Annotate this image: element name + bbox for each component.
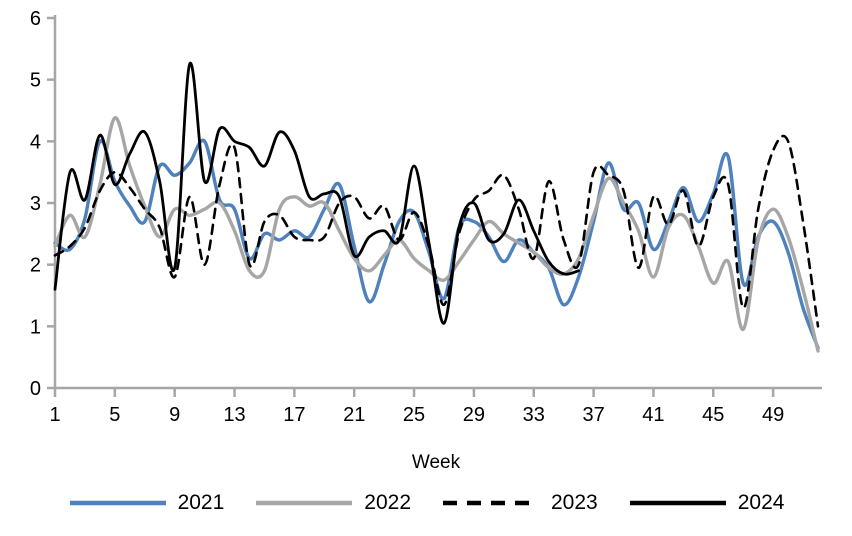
x-tick-label: 13 [223, 404, 245, 426]
x-tick-label: 33 [523, 404, 545, 426]
x-tick-label: 37 [582, 404, 604, 426]
legend-label-2024: 2024 [737, 491, 785, 514]
y-tick-label: 3 [30, 193, 41, 215]
y-tick-label: 4 [30, 131, 41, 153]
x-tick-label: 5 [109, 404, 120, 426]
legend-swatch-2021 [69, 500, 166, 505]
y-tick-label: 2 [30, 255, 41, 277]
legend-swatch-2022 [256, 500, 353, 505]
y-tick-label: 5 [30, 70, 41, 92]
legend-item-2024: 2024 [628, 491, 785, 514]
y-tick-label: 1 [30, 316, 41, 338]
x-tick-label: 29 [463, 404, 485, 426]
series-line-2024 [53, 61, 580, 325]
legend-label-2023: 2023 [551, 491, 598, 514]
legend-swatch-2023 [443, 500, 539, 505]
legend-item-2021: 2021 [68, 491, 225, 514]
x-tick-label: 17 [283, 404, 305, 426]
series-line-2023 [53, 134, 820, 328]
legend-swatch-2024 [629, 500, 726, 505]
legend-item-2022: 2022 [254, 492, 411, 513]
y-tick-label: 6 [30, 8, 41, 30]
legend: 2021 2022 2023 2024 [0, 492, 852, 513]
legend-label-2022: 2022 [364, 491, 411, 514]
x-tick-label: 41 [642, 404, 664, 426]
x-tick-label: 25 [403, 404, 425, 426]
x-tick-label: 21 [343, 404, 365, 426]
legend-label-2021: 2021 [177, 491, 225, 514]
x-tick-label: 49 [762, 404, 784, 426]
x-tick-label: 9 [169, 404, 180, 426]
x-tick-label: 45 [702, 404, 724, 426]
x-axis-title: Week [411, 452, 461, 473]
y-tick-label: 0 [30, 378, 41, 400]
series-line-2021 [53, 138, 820, 350]
x-tick-label: 1 [49, 404, 60, 426]
legend-item-2023: 2023 [441, 492, 598, 513]
